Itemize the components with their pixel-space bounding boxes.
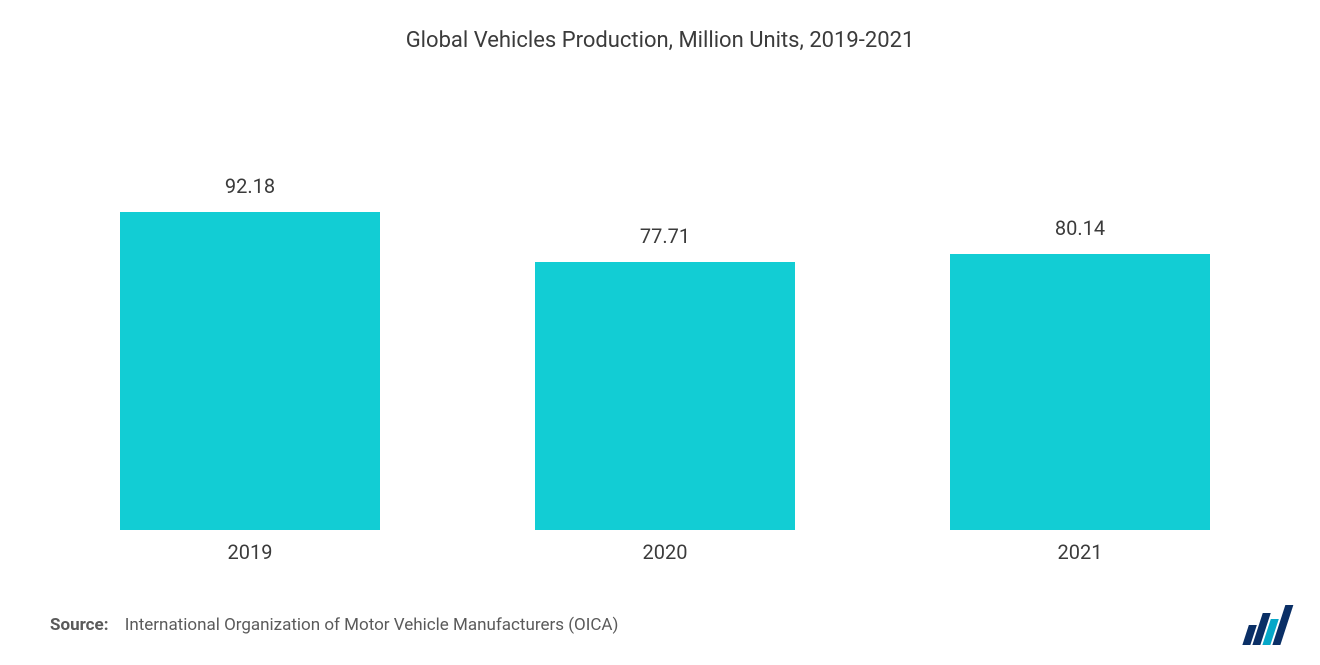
plot-area: 92.182019 77.712020 80.142021	[120, 100, 1210, 530]
bar-category-label: 2019	[120, 540, 380, 564]
source-label: Source:	[50, 615, 108, 635]
source-line: Source: International Organization of Mo…	[50, 615, 618, 635]
bar-value-label: 92.18	[120, 174, 380, 198]
mordor-logo-icon	[1242, 603, 1296, 645]
bar-value-label: 77.71	[535, 224, 795, 248]
bar	[950, 254, 1210, 530]
chart-title: Global Vehicles Production, Million Unit…	[0, 28, 1320, 53]
bar-value-label: 80.14	[950, 216, 1210, 240]
source-text: International Organization of Motor Vehi…	[125, 615, 619, 635]
bar-group: 92.182019	[120, 100, 380, 530]
chart-container: Global Vehicles Production, Million Unit…	[0, 0, 1320, 665]
bar	[120, 212, 380, 530]
bar-category-label: 2021	[950, 540, 1210, 564]
bar	[535, 262, 795, 530]
bar-group: 80.142021	[950, 100, 1210, 530]
bar-category-label: 2020	[535, 540, 795, 564]
bar-group: 77.712020	[535, 100, 795, 530]
